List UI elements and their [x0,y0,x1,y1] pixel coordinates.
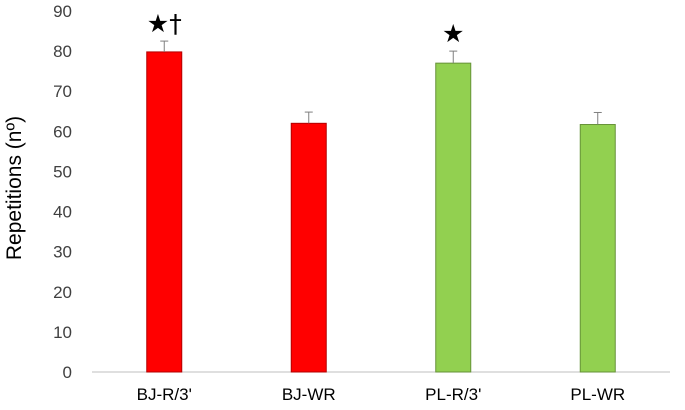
y-tick-label-0: 0 [63,363,72,382]
bar-2 [290,122,327,373]
category-label-3: PL-R/3' [425,385,481,404]
bar-3 [435,62,472,373]
y-tick-label-80: 80 [53,42,72,61]
y-tick-label-70: 70 [53,82,72,101]
significance-marker-1: ★† [147,9,182,38]
y-tick-label-50: 50 [53,162,72,181]
y-tick-labels: 0 10 20 30 40 50 60 70 80 90 [53,2,72,382]
y-tick-label-60: 60 [53,122,72,141]
y-tick-label-90: 90 [53,2,72,21]
error-bars [160,40,602,125]
bars [146,51,616,373]
category-labels: BJ-R/3' BJ-WR PL-R/3' PL-WR [137,385,625,404]
bar-4 [579,124,616,373]
y-tick-label-10: 10 [53,323,72,342]
bar-1 [146,51,183,373]
y-tick-label-20: 20 [53,283,72,302]
category-label-2: BJ-WR [282,385,336,404]
significance-marker-3: ★ [442,19,464,48]
y-tick-label-40: 40 [53,203,72,222]
category-label-1: BJ-R/3' [137,385,192,404]
category-label-4: PL-WR [570,385,625,404]
significance-annotations: ★† ★ [147,9,465,48]
y-axis-label: Repetitions (nº) [3,116,26,260]
y-tick-label-30: 30 [53,243,72,262]
